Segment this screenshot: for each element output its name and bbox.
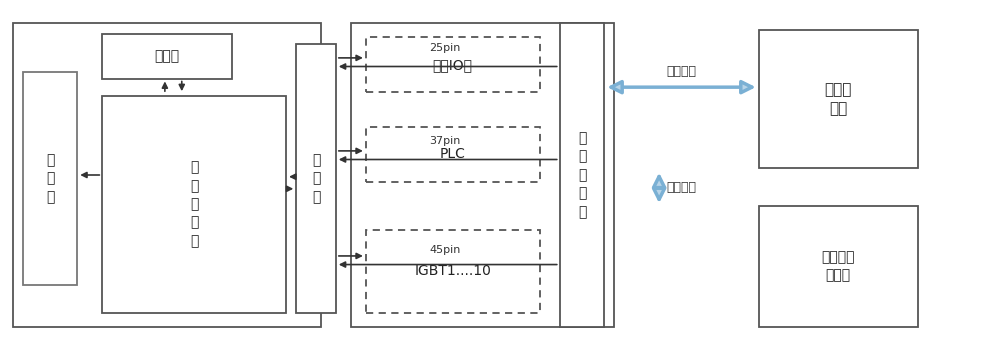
Text: 37pin: 37pin	[430, 136, 461, 146]
Text: 25pin: 25pin	[430, 43, 461, 53]
Text: 控制按键
安装板: 控制按键 安装板	[821, 250, 855, 282]
Text: 控
制
器
基
板: 控 制 器 基 板	[190, 161, 198, 248]
Text: 接
口
板: 接 口 板	[312, 153, 320, 204]
Bar	[560, 23, 604, 327]
Text: IGBT1....10: IGBT1....10	[414, 265, 491, 279]
Bar	[23, 72, 77, 285]
Text: 45pin: 45pin	[430, 245, 461, 255]
Bar	[102, 96, 286, 313]
Text: 控制信号: 控制信号	[666, 65, 696, 78]
Bar	[351, 23, 614, 327]
Bar	[13, 23, 321, 327]
Bar	[366, 230, 540, 313]
Text: PLC: PLC	[440, 147, 466, 161]
Text: 中央控
制板: 中央控 制板	[824, 82, 852, 117]
Text: 前
面
板: 前 面 板	[46, 153, 54, 204]
Text: 信
号
接
口
板: 信 号 接 口 板	[578, 131, 586, 219]
Bar	[296, 44, 336, 313]
Bar	[759, 206, 918, 327]
Text: 按键信号: 按键信号	[666, 181, 696, 194]
Bar	[366, 37, 540, 92]
Text: 控制板: 控制板	[154, 49, 179, 63]
Bar	[102, 34, 232, 78]
Bar	[759, 30, 918, 168]
Bar	[366, 127, 540, 182]
Text: 高压IO板: 高压IO板	[433, 58, 473, 72]
